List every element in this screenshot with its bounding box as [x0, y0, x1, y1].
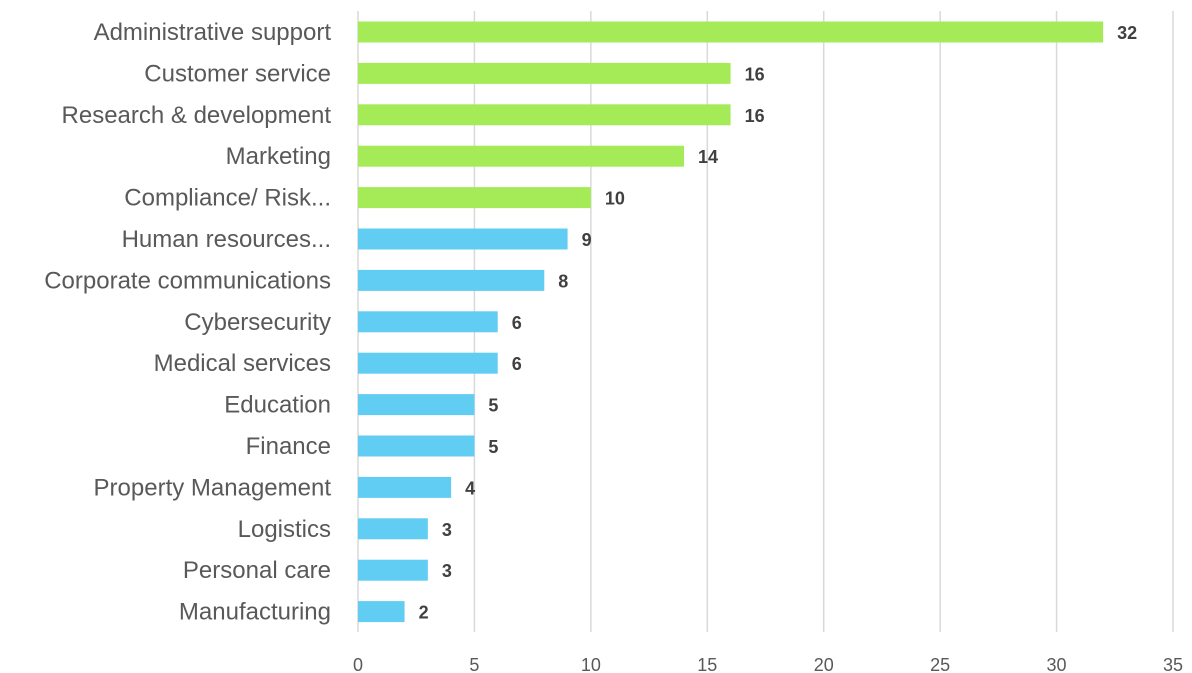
- x-tick-label: 35: [1163, 655, 1183, 673]
- bar: [358, 601, 405, 623]
- bar: [358, 228, 568, 250]
- data-label: 5: [488, 396, 498, 416]
- x-tick-label: 0: [353, 655, 363, 673]
- bar: [358, 518, 428, 540]
- bar: [358, 187, 591, 209]
- bar: [358, 435, 475, 457]
- x-tick-label: 10: [581, 655, 601, 673]
- category-label: Property Management: [94, 474, 332, 501]
- data-label: 2: [419, 603, 429, 623]
- category-label: Compliance/ Risk...: [124, 185, 331, 212]
- category-labels: Administrative support Customer service Re…: [44, 19, 331, 626]
- bar: [358, 104, 731, 126]
- data-label: 14: [698, 147, 718, 167]
- data-label: 16: [745, 64, 765, 84]
- data-label: 4: [465, 478, 475, 498]
- bars: [358, 21, 1104, 623]
- data-label: 10: [605, 189, 625, 209]
- data-label: 9: [582, 230, 592, 250]
- category-label: Corporate communications: [44, 267, 331, 294]
- bar: [358, 476, 452, 498]
- x-tick-label: 30: [1047, 655, 1067, 673]
- category-label: Human resources...: [122, 226, 331, 253]
- data-label: 3: [442, 561, 452, 581]
- bar: [358, 311, 498, 333]
- data-label: 16: [745, 106, 765, 126]
- category-label: Cybersecurity: [184, 309, 331, 336]
- x-tick-label: 20: [814, 655, 834, 673]
- x-axis-ticks: 0 5 10 15 20 25 30 35: [353, 655, 1183, 673]
- data-label: 6: [512, 313, 522, 333]
- category-label: Finance: [246, 433, 331, 460]
- x-tick-label: 25: [930, 655, 950, 673]
- bar: [358, 394, 475, 416]
- category-label: Research & development: [62, 102, 332, 129]
- category-label: Administrative support: [94, 19, 332, 46]
- bar: [358, 145, 684, 167]
- bar: [358, 62, 731, 84]
- category-label: Personal care: [183, 557, 331, 584]
- category-label: Medical services: [154, 350, 331, 377]
- bar: [358, 269, 545, 291]
- category-label: Marketing: [226, 143, 331, 170]
- category-label: Manufacturing: [179, 599, 331, 626]
- data-label: 3: [442, 520, 452, 540]
- data-label: 32: [1117, 23, 1137, 43]
- data-label: 8: [558, 271, 568, 291]
- bar: [358, 559, 428, 581]
- category-label: Education: [224, 392, 331, 419]
- data-label: 6: [512, 354, 522, 374]
- category-label: Customer service: [144, 60, 331, 87]
- bar: [358, 21, 1104, 43]
- x-tick-label: 5: [469, 655, 479, 673]
- bar: [358, 352, 498, 374]
- x-tick-label: 15: [697, 655, 717, 673]
- category-label: Logistics: [238, 516, 331, 543]
- data-label: 5: [488, 437, 498, 457]
